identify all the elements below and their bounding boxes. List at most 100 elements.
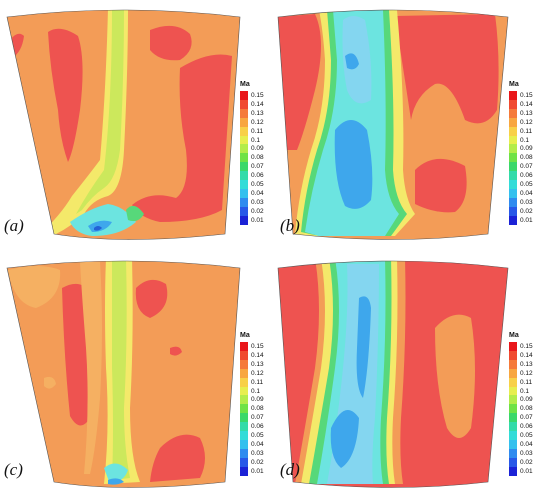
legend-swatch (240, 377, 248, 387)
legend-swatch (240, 162, 248, 172)
legend-level: 0.08 (509, 153, 549, 163)
legend-level: 0.06 (509, 422, 549, 432)
legend-level: 0.09 (240, 144, 280, 154)
legend-level: 0.13 (509, 108, 549, 118)
legend-level: 0.09 (509, 144, 549, 154)
legend-swatch (509, 117, 517, 127)
legend-swatch (509, 377, 517, 387)
legend-swatch (240, 386, 248, 396)
legend-swatch (240, 135, 248, 145)
legend-level: 0.06 (240, 422, 280, 432)
legend-label: 0.07 (520, 414, 533, 422)
legend-label: 0.13 (520, 109, 533, 117)
legend-label: 0.01 (520, 467, 533, 475)
legend-title: Ma (509, 81, 519, 88)
legend-label: 0.15 (520, 343, 533, 350)
legend-swatch (240, 422, 248, 432)
legend-level: 0.1 (240, 386, 280, 396)
legend-swatch (240, 404, 248, 414)
legend-label: 0.02 (251, 207, 264, 215)
legend-label: 0.14 (251, 351, 264, 359)
legend-label: 0.01 (251, 216, 264, 224)
legend-swatch (240, 359, 248, 369)
legend-swatch (240, 215, 248, 225)
legend-label: 0.04 (251, 189, 264, 197)
legend-label: 0.15 (251, 343, 264, 350)
legend-level: 0.12 (240, 368, 280, 378)
legend-level: 0.14 (240, 350, 280, 360)
legend-swatch (509, 359, 517, 369)
legend-swatch (240, 126, 248, 136)
legend-swatch (509, 171, 517, 181)
contour-plot-d (277, 260, 509, 488)
contour-panel-c: (c) Ma 0.15 0.14 0.13 0.12 0.11 0.1 0.09 0.08 0.… (0, 248, 275, 497)
legend-swatch (509, 439, 517, 449)
legend-swatch (509, 368, 517, 378)
legend-label: 0.08 (251, 154, 264, 162)
legend-swatch (240, 144, 248, 154)
legend-level: 0.14 (240, 99, 280, 109)
legend-swatch (509, 162, 517, 172)
legend-label: 0.08 (251, 405, 264, 413)
legend-label: 0.12 (520, 118, 533, 126)
legend-label: 0.12 (520, 369, 533, 377)
legend-label: 0.11 (520, 378, 533, 386)
legend-label: 0.1 (520, 136, 530, 144)
legend-swatch (240, 180, 248, 189)
legend-level: 0.07 (509, 413, 549, 423)
legend-level: 0.01 (240, 466, 280, 476)
legend-level: 0.02 (240, 206, 280, 216)
legend-label: 0.1 (251, 136, 261, 144)
legend-level: 0.15 (240, 342, 280, 351)
legend-swatch (240, 350, 248, 360)
legend-level: 0.1 (240, 135, 280, 145)
contour-panel-d: (d) Ma 0.15 0.14 0.13 0.12 0.11 0.1 0.09 0.08 0.… (275, 248, 550, 497)
legend-level: 0.15 (509, 91, 549, 100)
legend-swatch (240, 108, 248, 118)
legend-level: 0.11 (240, 377, 280, 387)
legend-label: 0.05 (520, 181, 533, 188)
panel-label-a: (a) (4, 216, 24, 235)
contour-plot-a (6, 9, 241, 240)
legend-label: 0.11 (520, 127, 533, 135)
legend-label: 0.09 (251, 145, 264, 153)
legend-swatch (509, 466, 517, 476)
legend-label: 0.13 (251, 360, 264, 368)
legend-level: 0.05 (240, 431, 280, 440)
legend-swatch (509, 180, 517, 189)
legend-swatch (240, 342, 248, 351)
legend-level: 0.03 (509, 197, 549, 207)
legend-swatch (509, 395, 517, 405)
legend-level: 0.05 (240, 180, 280, 189)
legend-level: 0.09 (509, 395, 549, 405)
legend-level: 0.03 (240, 448, 280, 458)
legend-label: 0.09 (520, 396, 533, 404)
legend-level: 0.07 (509, 162, 549, 172)
legend-swatch (509, 144, 517, 154)
legend-label: 0.07 (520, 163, 533, 171)
legend-swatch (509, 386, 517, 396)
legend-label: 0.13 (251, 109, 264, 117)
legend-label: 0.15 (520, 92, 533, 99)
legend-swatch (509, 153, 517, 163)
panel-label-b: (b) (280, 216, 300, 235)
legend-level: 0.11 (509, 377, 549, 387)
legend-swatch (509, 404, 517, 414)
legend-level: 0.02 (240, 457, 280, 467)
legend-label: 0.1 (520, 387, 530, 395)
legend-label: 0.13 (520, 360, 533, 368)
legend-swatch (509, 457, 517, 467)
legend-swatch (240, 413, 248, 423)
legend-label: 0.03 (520, 449, 533, 457)
legend-label: 0.11 (251, 378, 264, 386)
legend-swatch (240, 457, 248, 467)
legend-label: 0.04 (520, 440, 533, 448)
contour-plot-b (277, 9, 509, 240)
legend-label: 0.03 (520, 198, 533, 206)
legend-level: 0.13 (509, 359, 549, 369)
legend-label: 0.05 (251, 181, 264, 188)
legend-level: 0.15 (240, 91, 280, 100)
legend-level: 0.09 (240, 395, 280, 405)
legend-label: 0.09 (251, 396, 264, 404)
legend-level: 0.13 (240, 108, 280, 118)
